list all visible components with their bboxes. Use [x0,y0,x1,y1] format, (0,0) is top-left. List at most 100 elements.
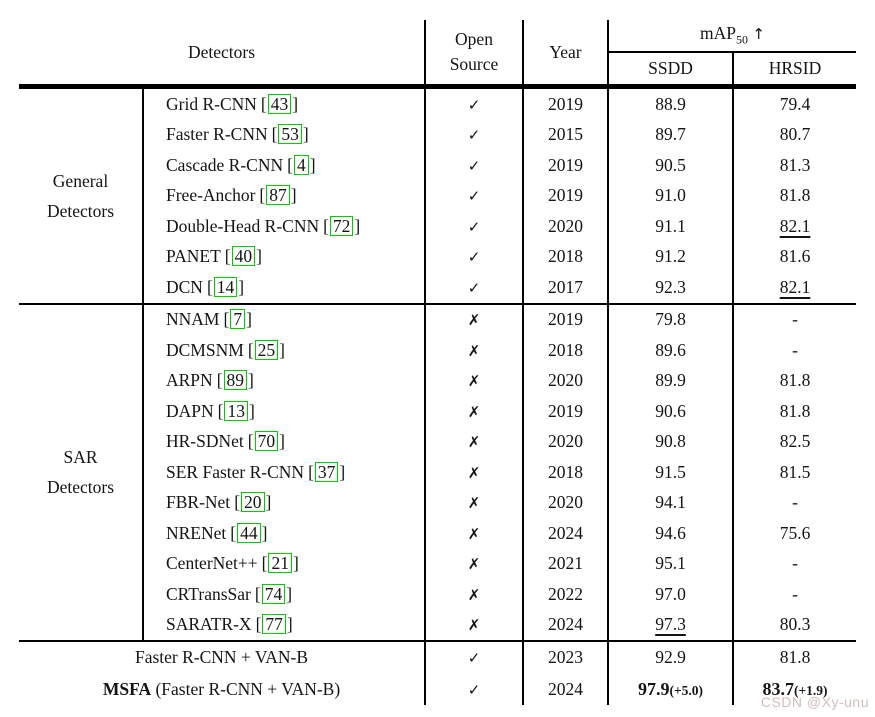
ssdd-value: 89.6 [608,335,734,366]
check-icon: ✓ [467,680,481,699]
ssdd-value: 89.9 [608,365,734,396]
table-row: PANET[40] ✓ 2018 91.2 81.6 [19,241,856,272]
citation-link[interactable]: 21 [268,553,292,574]
citation-link[interactable]: 72 [329,215,354,236]
check-icon: ✓ [467,248,481,267]
hrsid-delta: (+1.9) [793,682,828,698]
hrsid-value: 83.7(+1.9) [762,678,828,699]
ssdd-value: 94.6 [608,518,734,549]
map-label: mAP [700,23,737,44]
cross-icon: ✗ [467,372,481,391]
hrsid-value: - [792,339,798,360]
hrsid-value: 81.8 [733,640,856,674]
ssdd-value: 90.8 [608,426,734,457]
check-icon: ✓ [467,217,481,236]
hrsid-value: - [792,492,798,513]
table-row: CenterNet++[21] ✗ 2021 95.1 - [19,548,856,579]
hrsid-value: 82.1 [779,215,811,236]
year-value: 2018 [523,241,609,272]
hrsid-value: - [792,553,798,574]
open-source-cell: ✗ [425,548,524,579]
citation-link[interactable]: 44 [237,522,261,543]
citation-link[interactable]: 77 [262,614,286,635]
year-value: 2019 [523,302,609,335]
ssdd-value: 90.5 [608,150,734,181]
ssdd-value: 90.6 [608,396,734,427]
year-value: 2020 [523,426,609,457]
citation-link[interactable]: 74 [261,583,286,604]
open-source-cell: ✗ [425,579,524,610]
citation-link[interactable]: 25 [254,339,279,360]
col-header-open-source: Open Source [425,20,524,87]
detector-name: NRENet[44] [143,518,426,549]
ssdd-value: 97.9(+5.0) [608,673,734,705]
citation-link[interactable]: 70 [254,431,279,452]
citation-link[interactable]: 13 [224,400,248,421]
col-header-detectors: Detectors [19,20,426,87]
open-source-cell: ✗ [425,365,524,396]
citation-link[interactable]: 37 [314,461,339,482]
check-icon: ✓ [467,95,481,114]
check-icon: ✓ [467,187,481,206]
hrsid-value: 81.3 [779,154,811,175]
detector-name: DAPN[13] [143,396,426,427]
table-row: CRTransSar[74] ✗ 2022 97.0 - [19,579,856,610]
ssdd-value: 91.5 [608,457,734,488]
detector-name: Cascade R-CNN[4] [143,150,426,181]
check-icon: ✓ [467,278,481,297]
detector-name: DCMSNM[25] [143,335,426,366]
hrsid-value: 79.4 [733,84,856,120]
open-source-cell: ✓ [425,119,524,150]
year-value: 2019 [523,396,609,427]
summary-row-baseline: Faster R-CNN + VAN-B ✓ 2023 92.9 81.8 [19,640,856,674]
open-source-cell: ✗ [425,457,524,488]
summary-row-msfa: MSFA (Faster R-CNN + VAN-B) ✓ 2024 97.9(… [19,673,856,705]
hrsid-value: - [792,583,798,604]
ssdd-value: 91.1 [608,211,734,242]
citation-link[interactable]: 87 [266,185,290,206]
hrsid-value: 75.6 [779,522,811,543]
open-source-cell: ✓ [425,84,524,120]
year-value: 2022 [523,579,609,610]
detector-name: Double-Head R-CNN[72] [143,211,426,242]
ssdd-value: 92.9 [608,640,734,674]
table-row: NRENet[44] ✗ 2024 94.6 75.6 [19,518,856,549]
citation-link[interactable]: 89 [223,370,248,391]
citation-link[interactable]: 7 [230,309,246,330]
table-row: Cascade R-CNN[4] ✓ 2019 90.5 81.3 [19,150,856,181]
detector-name: DCN[14] [143,272,426,304]
open-source-line1: Open [455,29,493,49]
citation-link[interactable]: 53 [278,124,302,145]
year-value: 2023 [523,640,609,674]
citation-link[interactable]: 14 [213,276,238,297]
year-value: 2015 [523,119,609,150]
citation-link[interactable]: 20 [241,492,265,513]
hrsid-value: 81.8 [779,370,811,391]
cross-icon: ✗ [467,494,481,513]
open-source-cell: ✓ [425,272,524,304]
hrsid-value: 81.8 [779,185,811,206]
year-value: 2019 [523,150,609,181]
group-label-sar-detectors: SAR Detectors [19,302,144,641]
open-source-cell: ✗ [425,487,524,518]
open-source-cell: ✗ [425,396,524,427]
citation-link[interactable]: 40 [231,246,256,267]
col-header-ssdd: SSDD [608,52,734,87]
check-icon: ✓ [467,126,481,145]
open-source-cell: ✓ [425,640,524,674]
citation-link[interactable]: 43 [267,93,292,114]
detector-name: Faster R-CNN[53] [143,119,426,150]
col-header-year: Year [523,20,609,87]
year-value: 2019 [523,180,609,211]
citation-link[interactable]: 4 [293,154,309,175]
year-value: 2024 [523,673,609,705]
ssdd-value: 88.9 [608,84,734,120]
cross-icon: ✗ [467,311,481,330]
hrsid-value: 81.5 [779,461,811,482]
csdn-watermark: CSDN @Xy-unu [760,694,869,710]
open-source-cell: ✗ [425,335,524,366]
cross-icon: ✗ [467,524,481,543]
msfa-name: MSFA (Faster R-CNN + VAN-B) [19,673,426,705]
year-value: 2021 [523,548,609,579]
cross-icon: ✗ [467,585,481,604]
